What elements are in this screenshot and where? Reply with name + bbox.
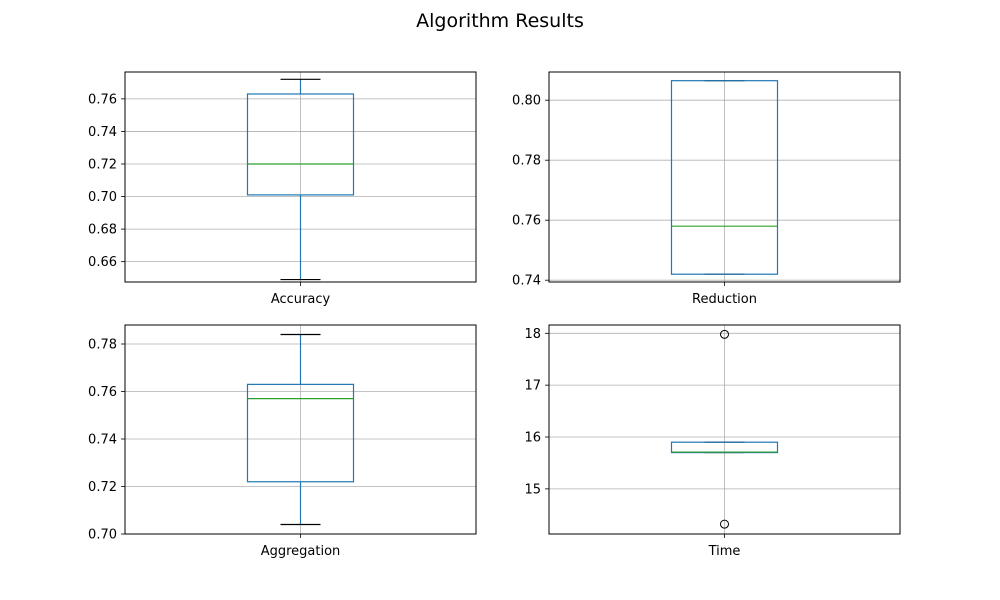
box-iqr [670,80,779,275]
box-iqr [246,93,355,196]
y-tick-label: 0.70 [88,528,117,543]
subplot-time: 15 16 17 18 Time [524,324,901,559]
y-tick-label: 0.78 [88,338,117,353]
subplot-aggregation: 0.70 0.72 0.74 0.76 0.78 Aggregation [88,324,477,559]
x-tick-label: Aggregation [261,544,341,559]
y-tick-label: 0.74 [512,274,541,289]
y-tick-label: 0.70 [88,190,117,205]
y-tick-label: 0.72 [88,480,117,495]
figure-title: Algorithm Results [416,10,584,32]
y-tick-label: 15 [524,482,541,497]
y-tick-label: 0.80 [512,94,541,109]
outlier-point [720,519,729,529]
x-tick-label: Reduction [692,292,757,307]
y-tick-label: 17 [524,379,541,394]
x-tick-label: Accuracy [271,292,331,307]
y-tick-label: 0.72 [88,157,117,172]
subplot-reduction: 0.74 0.76 0.78 0.80 Reduction [512,71,901,307]
subplots: 0.66 0.68 0.70 0.72 0.74 0.76 Accuracy 0.74 0.76… [88,71,901,559]
y-tick-label: 18 [524,327,541,342]
y-tick-label: 0.74 [88,433,117,448]
y-tick-label: 0.76 [88,385,117,400]
y-tick-label: 0.76 [512,214,541,229]
y-tick-label: 0.76 [88,92,117,107]
subplot-accuracy: 0.66 0.68 0.70 0.72 0.74 0.76 Accuracy [88,71,477,307]
x-tick-label: Time [708,544,741,559]
outlier-point [720,329,729,339]
box-iqr [246,383,355,483]
y-tick-label: 0.74 [88,125,117,140]
y-tick-label: 16 [524,431,541,446]
y-tick-label: 0.78 [512,154,541,169]
y-tick-label: 0.68 [88,223,117,238]
y-tick-label: 0.66 [88,255,117,270]
